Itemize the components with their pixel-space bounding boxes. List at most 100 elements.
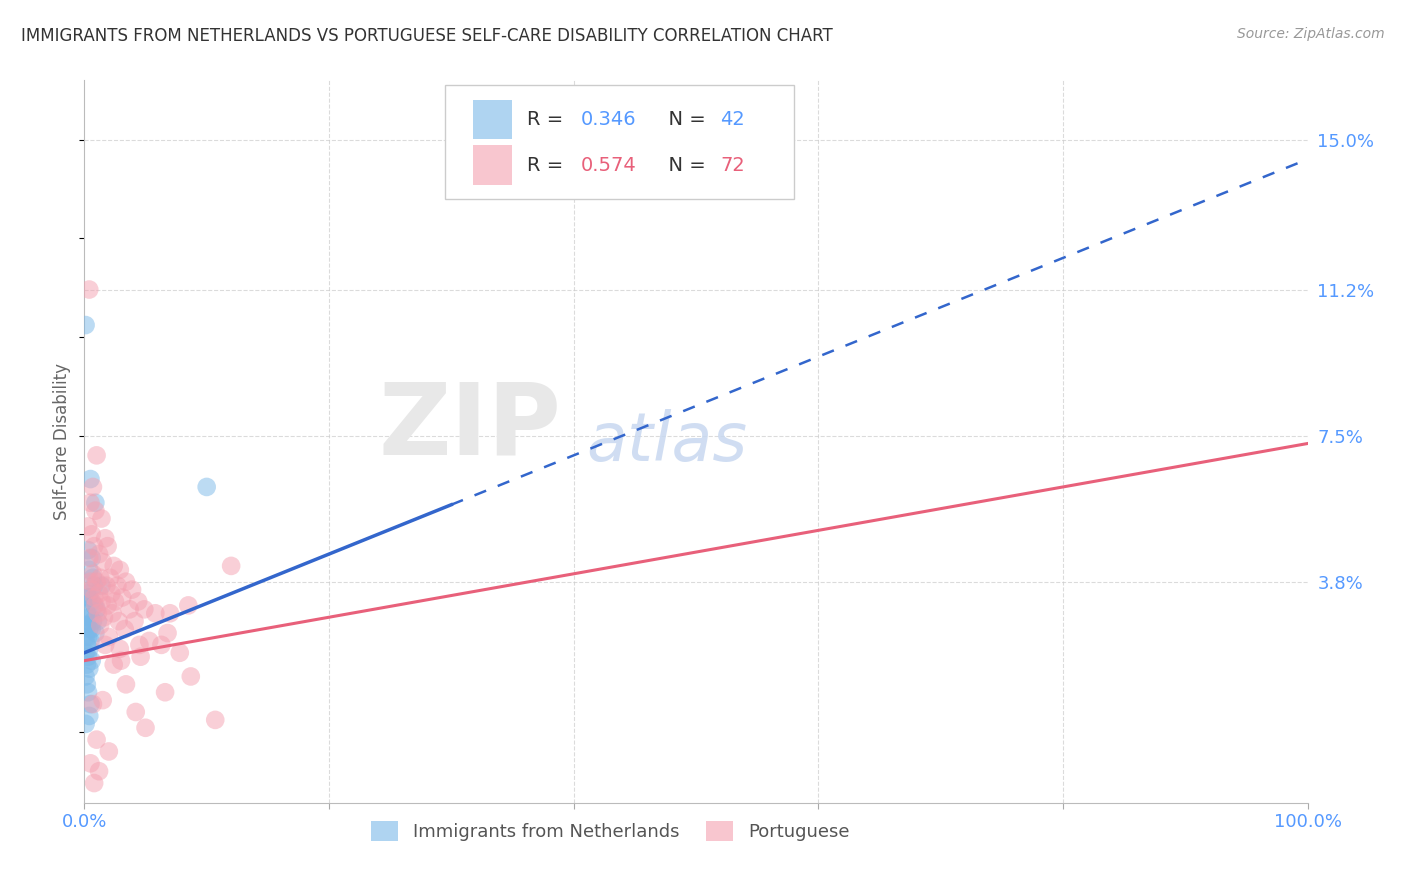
Point [169, 646, 191, 660]
Point [82, 480, 104, 494]
Point [76, 607, 98, 621]
Point [76, 638, 98, 652]
Point [77, 591, 100, 605]
Point [79, 756, 101, 771]
Point [86, 574, 108, 589]
Point [80, 594, 103, 608]
Point [127, 594, 149, 608]
Point [76, 618, 98, 632]
Point [129, 649, 152, 664]
Point [114, 622, 136, 636]
Point [108, 641, 131, 656]
Text: N =: N = [655, 110, 711, 129]
Legend: Immigrants from Netherlands, Portuguese: Immigrants from Netherlands, Portuguese [364, 814, 856, 848]
Point [84, 503, 107, 517]
Point [83, 599, 105, 613]
Point [80, 622, 103, 636]
Point [84, 626, 107, 640]
Point [82, 697, 104, 711]
Text: Source: ZipAtlas.com: Source: ZipAtlas.com [1237, 27, 1385, 41]
Point [82, 566, 104, 581]
Y-axis label: Self-Care Disability: Self-Care Disability [53, 363, 72, 520]
Point [101, 607, 124, 621]
Point [77, 622, 100, 636]
Point [108, 563, 131, 577]
Text: 42: 42 [720, 110, 745, 129]
Point [90, 579, 112, 593]
Text: N =: N = [655, 156, 711, 175]
Point [91, 693, 114, 707]
Point [76, 657, 98, 672]
Point [86, 448, 108, 462]
Text: IMMIGRANTS FROM NETHERLANDS VS PORTUGUESE SELF-CARE DISABILITY CORRELATION CHART: IMMIGRANTS FROM NETHERLANDS VS PORTUGUES… [21, 27, 832, 45]
Point [125, 705, 148, 719]
Point [75, 669, 97, 683]
Text: 0.574: 0.574 [581, 156, 637, 175]
Point [77, 709, 100, 723]
Point [118, 602, 141, 616]
Point [100, 586, 122, 600]
Point [77, 551, 100, 566]
Point [150, 638, 173, 652]
Point [138, 634, 160, 648]
Point [75, 646, 97, 660]
Point [86, 602, 108, 616]
FancyBboxPatch shape [446, 86, 794, 200]
Point [89, 618, 111, 632]
Point [83, 539, 105, 553]
Point [82, 614, 104, 628]
Point [77, 283, 100, 297]
Point [111, 591, 134, 605]
Point [83, 591, 105, 605]
Point [97, 630, 120, 644]
Text: R =: R = [527, 110, 569, 129]
Point [83, 579, 105, 593]
Point [115, 677, 138, 691]
Point [79, 697, 101, 711]
Point [79, 574, 101, 589]
Point [156, 626, 179, 640]
Point [103, 657, 125, 672]
Point [159, 607, 181, 621]
Point [128, 638, 150, 652]
Point [143, 607, 166, 621]
Point [77, 630, 100, 644]
Bar [474, 100, 513, 139]
Point [75, 630, 97, 644]
Text: 72: 72 [720, 156, 745, 175]
Point [77, 610, 100, 624]
Point [124, 614, 146, 628]
Text: 0.346: 0.346 [581, 110, 637, 129]
Point [77, 685, 100, 699]
Point [103, 558, 125, 573]
Point [80, 551, 103, 566]
Point [79, 610, 101, 624]
Point [180, 669, 202, 683]
Point [77, 662, 100, 676]
Point [90, 594, 112, 608]
Point [195, 480, 218, 494]
Point [115, 574, 138, 589]
Point [77, 543, 100, 558]
Text: ZIP: ZIP [378, 378, 561, 475]
Point [76, 586, 98, 600]
Point [87, 547, 110, 561]
Point [75, 618, 97, 632]
Point [79, 472, 101, 486]
Point [80, 582, 103, 597]
Point [87, 586, 110, 600]
Point [77, 591, 100, 605]
Point [90, 511, 112, 525]
Point [107, 614, 129, 628]
Point [177, 599, 200, 613]
Point [98, 571, 121, 585]
Point [79, 496, 101, 510]
Point [110, 654, 132, 668]
Point [104, 594, 127, 608]
Point [83, 776, 105, 790]
Point [79, 634, 101, 648]
Point [134, 602, 156, 616]
Point [94, 638, 117, 652]
Point [219, 558, 242, 573]
Point [77, 563, 100, 577]
